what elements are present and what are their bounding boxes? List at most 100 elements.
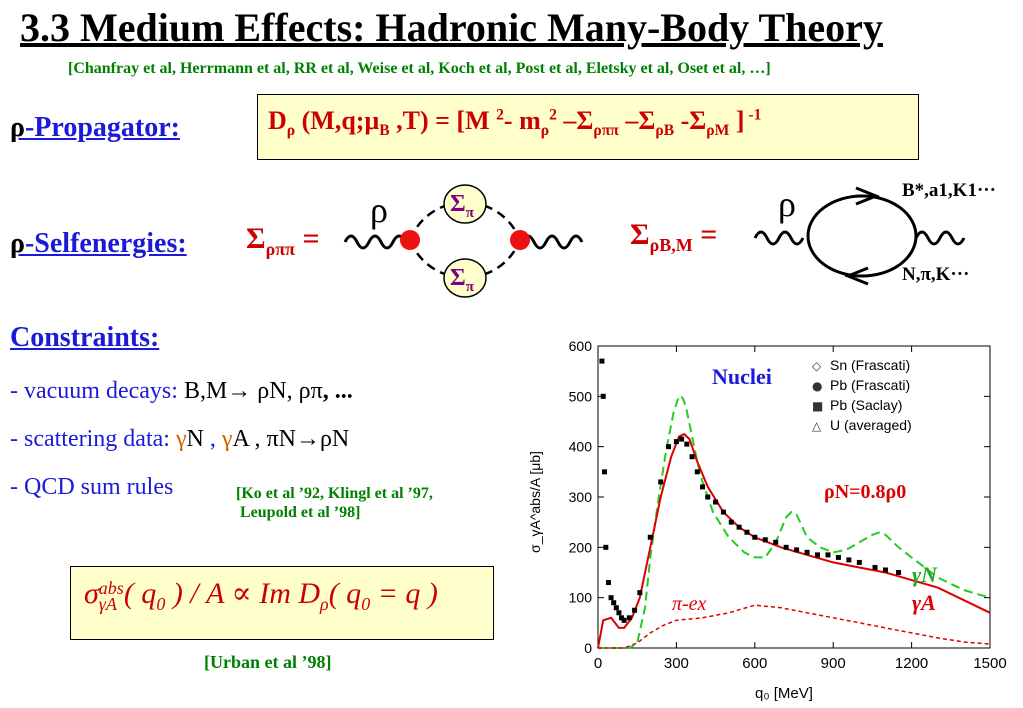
data-point [626,615,632,621]
data-point [619,615,625,621]
legend-label: U (averaged) [830,417,912,433]
y-tick-label: 400 [569,439,593,455]
data-point [762,537,768,543]
formula-part: ) / A ∝ Im D [165,577,321,610]
data-point [600,393,606,399]
sigma-symbol: Σ [246,222,266,255]
formula-part: σ [84,577,99,610]
selfenergies-rho: ρ [10,228,25,259]
rho-label: ρ [778,184,796,224]
equals-sign: = [294,222,320,255]
data-point [673,439,679,445]
constraint-value: N [186,426,210,452]
data-point [856,559,862,565]
y-tick-label: 100 [569,590,593,606]
sigma-subscript: ρB,M [649,235,693,255]
sigma-pi-bottom: Σπ [450,265,475,295]
qcd-sum-rule-references: [Ko et al ’92, Klingl et al ’97, Leupold … [236,484,433,522]
formula-part: = q ) [370,577,438,610]
data-point [613,605,619,611]
data-point [872,564,878,570]
cross-section-formula: σ abs γA( q0 ) / A ∝ Im Dρ( q0 = q ) [84,576,438,615]
data-point [825,552,831,558]
loop [806,194,918,278]
sigma-subscript: π [466,205,475,221]
formula-part: γA [98,594,117,615]
formula-part: (M,q;μ [295,106,380,135]
slide-title: 3.3 Medium Effects: Hadronic Many-Body T… [20,5,883,50]
x-tick-label: 0 [594,655,602,672]
data-point [720,509,726,515]
data-point [647,534,653,540]
data-point [658,479,664,485]
sigma-symbol: Σ [630,218,650,251]
series-line-red-solid [597,432,991,649]
baryon-meson-loop-diagram: ρ B*,a1,K1··· N,π,K··· [753,180,996,286]
constraints-heading: Constraints: [10,322,160,353]
data-point [689,454,695,460]
y-axis-label: σ_γA^abs/A [μb] [527,451,543,553]
formula-part: 0 [156,594,166,614]
formula-part: ,T) = [M [389,106,497,135]
annotation-nuclei: Nuclei [712,364,772,389]
x-tick-label: 1200 [895,655,928,672]
data-point [846,557,852,563]
nucleon-pion-kaon-label: N,π,K··· [902,264,969,285]
wavy-line-right [520,234,584,250]
selfenergies-label-text: -Selfenergies: [24,228,187,259]
formula-part: - m [503,106,541,135]
annotation-gamma-a: γA [912,590,936,615]
sigma-symbol: Σ [450,191,466,217]
data-point [603,544,609,550]
data-point [794,547,800,553]
formula-part: ρππ [593,122,619,140]
formula-part: D [268,106,287,135]
data-point [728,519,734,525]
data-point [773,539,779,545]
constraint-scattering-data: - scattering data: γN , γA , πN→ρN [10,426,349,453]
sigma-subscript: ρππ [265,239,295,259]
x-axis-label: q₀ [MeV] [755,685,813,702]
data-point [804,549,810,555]
y-tick-label: 500 [569,388,593,404]
formula-part: ( q [328,577,362,610]
pion-loop-diagram: ρ Σπ Σπ [343,184,584,298]
data-point [621,617,627,623]
legend-marker: ● [812,379,822,393]
data-point [616,610,622,616]
formula-part: ρB [655,122,675,140]
x-tick-label: 900 [821,655,846,672]
formula-part: -1 [744,106,762,124]
loop-upper [408,201,522,241]
formula-part: ( q [123,577,157,610]
legend-label: Sn (Frascati) [830,357,910,373]
legend-marker: ◇ [812,359,822,373]
formula-part: ρ [320,594,329,614]
chart-legend: ◇ Sn (Frascati) ● Pb (Frascati) ■ Pb (Saclay)… [812,357,912,433]
y-tick-label: 300 [569,489,593,505]
sigma-rho-pi-pi: Σρππ = [246,222,320,260]
formula-part: ρ [286,122,296,140]
data-point [896,570,902,575]
propagator-box [257,94,919,160]
x-tick-label: 1500 [973,655,1006,672]
constraint-label: - scattering data: [10,426,176,452]
annotation-pi-ex: π-ex [672,593,707,615]
constraint-value: A , πN→ρN [232,426,350,452]
propagator-label: ρ-Propagator: [10,112,180,144]
rho-label: ρ [370,190,388,230]
formula-part: -Σ [674,106,707,135]
data-point [632,607,638,613]
photoabsorption-chart: 0 100 200 300 400 500 600 0 300 600 900 1200 1500 σ_… [518,330,1018,706]
chart-background [518,330,1018,706]
urban-reference: [Urban et al ’98] [204,652,332,672]
constraint-vacuum-decays: - vacuum decays: B,M→ ρN, ρπ, ... [10,378,353,405]
formula-part: –Σ [556,106,594,135]
wavy-line-right [914,230,966,246]
data-point [684,441,690,447]
equals-sign: = [692,218,718,251]
wavy-line-left [343,234,407,250]
formula-part: ρ [540,122,550,140]
y-tick-label: 200 [569,539,593,555]
data-point [599,358,605,364]
